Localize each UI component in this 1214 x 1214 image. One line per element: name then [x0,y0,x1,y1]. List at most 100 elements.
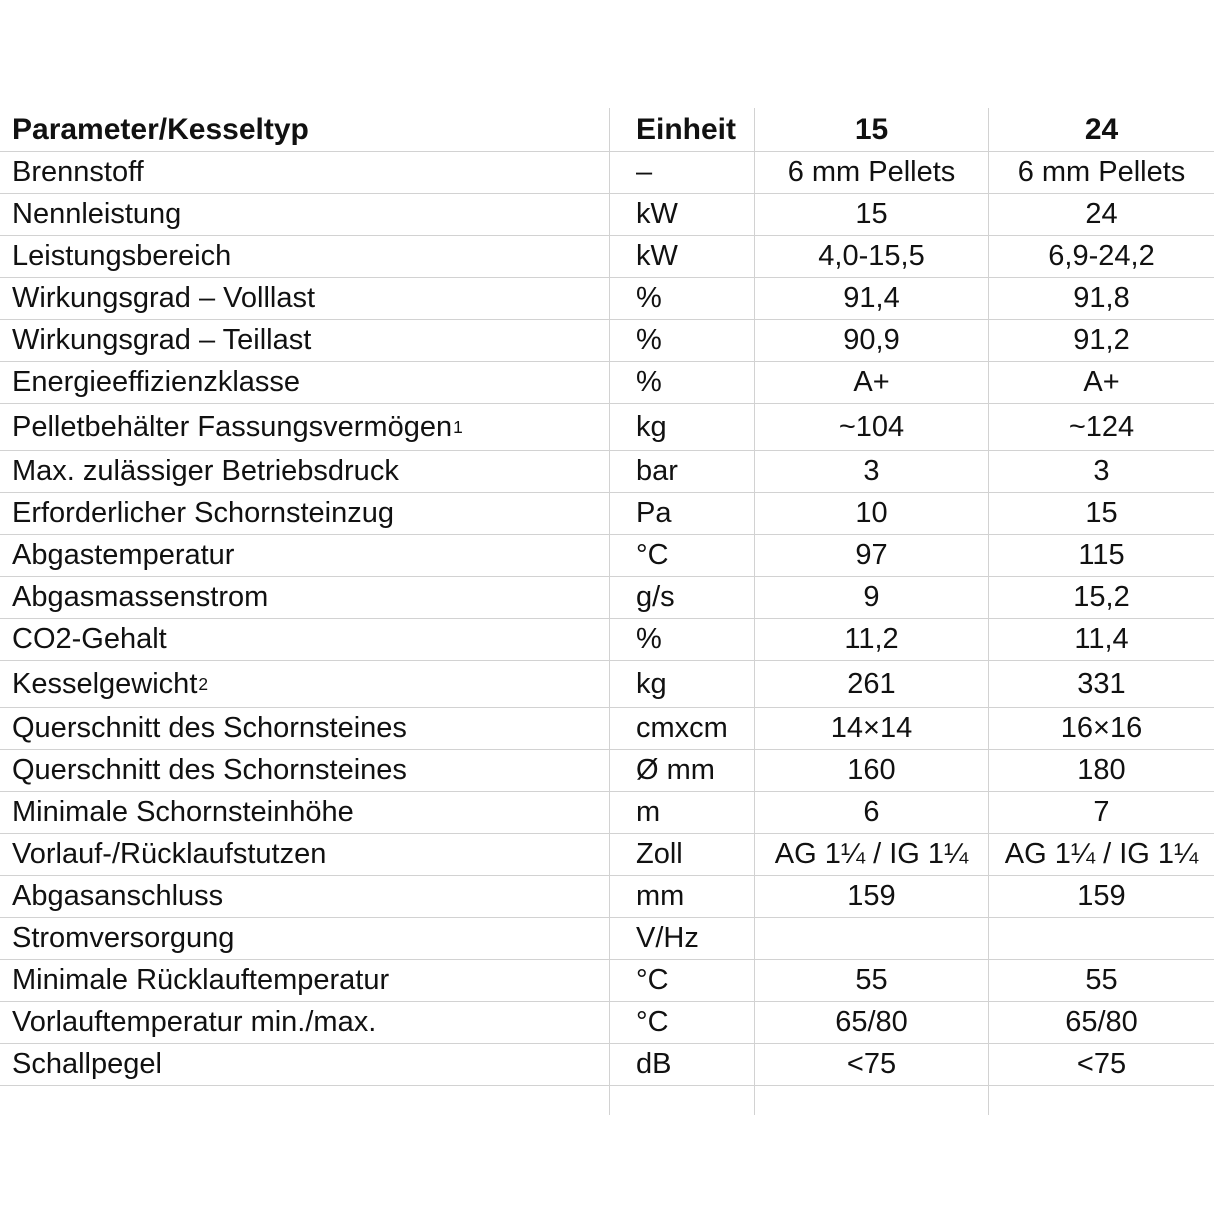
table-body: Brennstoff – 6 mm Pellets 6 mm Pellets N… [0,152,1214,1086]
param-cell: Nennleistung [0,194,610,235]
param-label: Stromversorgung [12,922,235,954]
unit-cell: bar [610,451,755,492]
table-row: Pelletbehälter Fassungsvermögen 1 kg ~104… [0,404,1214,451]
unit-cell: Zoll [610,834,755,875]
value-15-cell: ~104 [755,404,989,450]
value-15-cell: 97 [755,535,989,576]
param-cell: Vorlauftemperatur min./max. [0,1002,610,1043]
param-label: Pelletbehälter Fassungsvermögen [12,410,453,443]
param-cell: Minimale Rücklauftemperatur [0,960,610,1001]
value-15-cell: 6 [755,792,989,833]
empty-row [0,1086,1214,1115]
unit-cell: °C [610,1002,755,1043]
value-15-cell [755,918,989,959]
param-cell: Leistungsbereich [0,236,610,277]
value-24-cell: 7 [1093,796,1110,828]
empty-unit-cell [610,1086,755,1115]
value-24-cell: 91,8 [1073,282,1130,314]
table-row: Abgastemperatur °C 97 115 [0,535,1214,577]
header-einheit: Einheit [610,108,755,151]
value-15-cell: A+ [755,362,989,403]
value-24-cell: 180 [1077,754,1126,786]
table-row: Minimale Rücklauftemperatur °C 55 55 [0,960,1214,1002]
param-cell: Kesselgewicht 2 [0,661,610,707]
unit-cell: kW [610,236,755,277]
empty-value-15-cell [755,1086,989,1115]
param-cell: Wirkungsgrad – Volllast [0,278,610,319]
value-24-cell: 15 [1085,497,1118,529]
value-24-cell: ~124 [1068,410,1135,443]
param-label: Kesselgewicht [12,667,198,700]
table-row: Kesselgewicht 2 kg 261 331 [0,661,1214,708]
param-label: Abgasanschluss [12,880,224,912]
table-row: Max. zulässiger Betriebsdruck bar 3 3 [0,451,1214,493]
unit-cell: m [610,792,755,833]
value-24-cell: 55 [1085,964,1118,996]
param-cell: Querschnitt des Schornsteines [0,708,610,749]
param-cell: Minimale Schornsteinhöhe [0,792,610,833]
value-24-cell: AG 1¼ / IG 1¼ [1004,838,1199,870]
value-15-cell: 160 [755,750,989,791]
value-15-cell: 55 [755,960,989,1001]
param-label: Erforderlicher Schornsteinzug [12,497,395,529]
unit-cell: % [610,320,755,361]
value-24-cell: 15,2 [1073,581,1130,613]
param-cell: Pelletbehälter Fassungsvermögen 1 [0,404,610,450]
param-label: Max. zulässiger Betriebsdruck [12,455,399,487]
value-24-cell: 331 [1077,667,1126,700]
unit-cell: kg [610,404,755,450]
param-label: Schallpegel [12,1048,162,1080]
param-cell: Stromversorgung [0,918,610,959]
unit-cell: % [610,619,755,660]
value-15-cell: 4,0-15,5 [755,236,989,277]
table-row: Querschnitt des Schornsteines cmxcm 14×1… [0,708,1214,750]
param-label: Energieeffizienzklasse [12,366,301,398]
table-row: Energieeffizienzklasse % A+ A+ [0,362,1214,404]
unit-cell: V/Hz [610,918,755,959]
param-cell: Brennstoff [0,152,610,193]
unit-cell: Pa [610,493,755,534]
value-15-cell: 11,2 [755,619,989,660]
unit-cell: % [610,362,755,403]
param-cell: Querschnitt des Schornsteines [0,750,610,791]
param-label: Leistungsbereich [12,240,232,272]
param-label: Vorlauf-/Rücklaufstutzen [12,838,327,870]
param-label: Querschnitt des Schornsteines [12,754,407,786]
table-row: Wirkungsgrad – Teillast % 90,9 91,2 [0,320,1214,362]
unit-cell: °C [610,535,755,576]
param-cell: Vorlauf-/Rücklaufstutzen [0,834,610,875]
unit-cell: g/s [610,577,755,618]
spec-table: Parameter/Kesseltyp Einheit 15 24 Brenns… [0,108,1214,1115]
value-24-cell: 16×16 [1060,712,1143,744]
value-24-cell [989,918,1214,959]
param-cell: Max. zulässiger Betriebsdruck [0,451,610,492]
unit-cell: kg [610,661,755,707]
param-cell: Abgastemperatur [0,535,610,576]
header-model-24: 24 [1084,112,1119,146]
value-24-cell: 115 [1078,539,1125,571]
table-row: Abgasanschluss mm 159 159 [0,876,1214,918]
table-row: Schallpegel dB <75 <75 [0,1044,1214,1086]
value-24-cell: 6 mm Pellets [1017,156,1186,188]
header-model-15: 15 [755,108,989,151]
param-label: Wirkungsgrad – Volllast [12,282,316,314]
value-15-cell: 6 mm Pellets [755,152,989,193]
value-15-cell: <75 [755,1044,989,1085]
value-15-cell: 261 [755,661,989,707]
param-label: Wirkungsgrad – Teillast [12,324,312,356]
table-row: Querschnitt des Schornsteines Ø mm 160 1… [0,750,1214,792]
param-cell: Abgasanschluss [0,876,610,917]
param-label: Querschnitt des Schornsteines [12,712,407,744]
table-row: Leistungsbereich kW 4,0-15,5 6,9-24,2 [0,236,1214,278]
header-parameter-kesseltyp: Parameter/Kesseltyp [0,108,610,151]
param-label: Nennleistung [12,198,182,230]
param-label: CO2-Gehalt [12,623,167,655]
param-label: Minimale Schornsteinhöhe [12,796,354,828]
unit-cell: cmxcm [610,708,755,749]
value-24-cell: A+ [1083,366,1120,398]
unit-cell: % [610,278,755,319]
table-row: Vorlauf-/Rücklaufstutzen Zoll AG 1¼ / IG… [0,834,1214,876]
value-15-cell: 91,4 [755,278,989,319]
table-row: Vorlauftemperatur min./max. °C 65/80 65/… [0,1002,1214,1044]
